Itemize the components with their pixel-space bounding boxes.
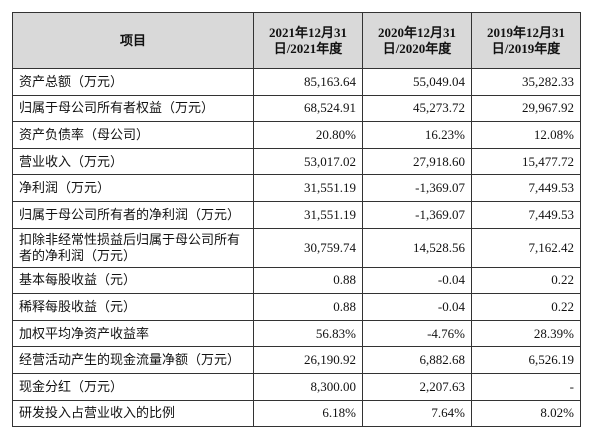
header-cell: 2019年12月31日/2019年度 <box>471 12 581 69</box>
item-cell: 营业收入（万元） <box>12 147 254 176</box>
value-cell: 0.22 <box>471 266 581 295</box>
value-cell: 55,049.04 <box>362 68 472 96</box>
value-cell: 26,190.92 <box>253 346 363 374</box>
value-cell: 68,524.91 <box>253 94 363 123</box>
value-cell: 6,882.68 <box>362 346 472 374</box>
item-cell: 资产总额（万元） <box>12 68 254 96</box>
value-cell: 0.88 <box>253 293 363 321</box>
table-row: 归属于母公司所有者的净利润（万元） 31,551.19 -1,369.07 7,449… <box>12 200 581 229</box>
item-cell: 扣除非经常性损益后归属于母公司所有者的净利润（万元） <box>12 227 254 268</box>
table-row: 营业收入（万元） 53,017.02 27,918.60 15,477.72 <box>12 147 581 176</box>
item-cell: 研发投入占营业收入的比例 <box>12 399 254 428</box>
item-cell: 经营活动产生的现金流量净额（万元） <box>12 346 254 374</box>
value-cell: 28.39% <box>471 319 581 348</box>
table-row: 稀释每股收益（元） 0.88 -0.04 0.22 <box>12 293 581 321</box>
value-cell: 0.22 <box>471 293 581 321</box>
table-row: 净利润（万元） 31,551.19 -1,369.07 7,449.53 <box>12 174 581 202</box>
table-body: 资产总额（万元） 85,163.64 55,049.04 35,282.33 归属于母公… <box>12 68 581 428</box>
value-cell: 2,207.63 <box>362 372 472 401</box>
item-cell: 净利润（万元） <box>12 174 254 202</box>
value-cell: 15,477.72 <box>471 147 581 176</box>
item-cell: 加权平均净资产收益率 <box>12 319 254 348</box>
value-cell: 12.08% <box>471 121 581 149</box>
item-cell: 稀释每股收益（元） <box>12 293 254 321</box>
table-row: 研发投入占营业收入的比例 6.18% 7.64% 8.02% <box>12 399 581 428</box>
table-row: 加权平均净资产收益率 56.83% -4.76% 28.39% <box>12 319 581 348</box>
item-cell: 归属于母公司所有者权益（万元） <box>12 94 254 123</box>
table-row: 资产负债率（母公司） 20.80% 16.23% 12.08% <box>12 121 581 149</box>
value-cell: 53,017.02 <box>253 147 363 176</box>
header-row: 项目 2021年12月31日/2021年度 2020年12月31日/2020年度 20… <box>12 12 581 69</box>
value-cell: 56.83% <box>253 319 363 348</box>
table-row: 现金分红（万元） 8,300.00 2,207.63- <box>12 372 581 401</box>
header-cell: 2021年12月31日/2021年度 <box>253 12 363 69</box>
value-cell: - <box>471 372 581 401</box>
value-cell: 0.88 <box>253 266 363 295</box>
table-row: 扣除非经常性损益后归属于母公司所有者的净利润（万元） 30,759.74 14,52… <box>12 227 581 268</box>
item-cell: 基本每股收益（元） <box>12 266 254 295</box>
value-cell: 7,449.53 <box>471 174 581 202</box>
value-cell: 8.02% <box>471 399 581 428</box>
value-cell: 7.64% <box>362 399 472 428</box>
value-cell: 35,282.33 <box>471 68 581 96</box>
value-cell: 20.80% <box>253 121 363 149</box>
value-cell: -0.04 <box>362 293 472 321</box>
table-row: 经营活动产生的现金流量净额（万元） 26,190.92 6,882.68 6,526.… <box>12 346 581 374</box>
value-cell: 29,967.92 <box>471 94 581 123</box>
value-cell: 6,526.19 <box>471 346 581 374</box>
value-cell: 8,300.00 <box>253 372 363 401</box>
value-cell: 6.18% <box>253 399 363 428</box>
value-cell: 31,551.19 <box>253 200 363 229</box>
header-cell: 项目 <box>12 12 254 69</box>
value-cell: 30,759.74 <box>253 227 363 268</box>
value-cell: 7,449.53 <box>471 200 581 229</box>
table-row: 资产总额（万元） 85,163.64 55,049.04 35,282.33 <box>12 68 581 96</box>
value-cell: -1,369.07 <box>362 174 472 202</box>
header-cell: 2020年12月31日/2020年度 <box>362 12 472 69</box>
value-cell: 14,528.56 <box>362 227 472 268</box>
table-row: 归属于母公司所有者权益（万元） 68,524.91 45,273.72 29,967.… <box>12 94 581 123</box>
value-cell: 16.23% <box>362 121 472 149</box>
value-cell: 7,162.42 <box>471 227 581 268</box>
value-cell: -4.76% <box>362 319 472 348</box>
value-cell: 31,551.19 <box>253 174 363 202</box>
table-row: 基本每股收益（元） 0.88 -0.04 0.22 <box>12 266 581 295</box>
item-cell: 归属于母公司所有者的净利润（万元） <box>12 200 254 229</box>
value-cell: -0.04 <box>362 266 472 295</box>
value-cell: 45,273.72 <box>362 94 472 123</box>
value-cell: -1,369.07 <box>362 200 472 229</box>
value-cell: 85,163.64 <box>253 68 363 96</box>
item-cell: 资产负债率（母公司） <box>12 121 254 149</box>
financial-table: 项目 2021年12月31日/2021年度 2020年12月31日/2020年度 20… <box>12 12 581 428</box>
value-cell: 27,918.60 <box>362 147 472 176</box>
item-cell: 现金分红（万元） <box>12 372 254 401</box>
